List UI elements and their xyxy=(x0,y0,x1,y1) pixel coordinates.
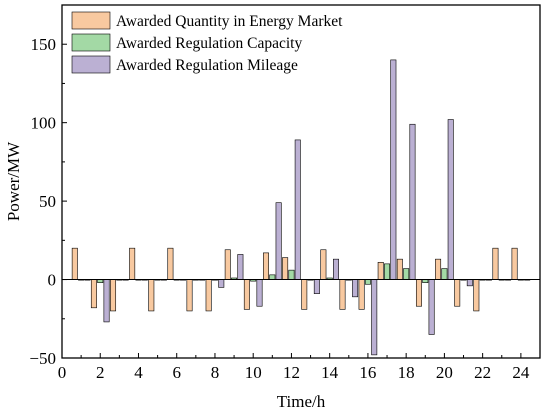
legend-label-1: Awarded Quantity in Energy Market xyxy=(116,13,343,30)
bar-s2-t18 xyxy=(403,268,410,280)
bar-s1-t21 xyxy=(454,279,461,307)
y-tick-label: 0 xyxy=(48,271,57,290)
x-tick-label: 4 xyxy=(134,363,143,382)
bars-layer xyxy=(71,59,531,356)
bar-s2-t11 xyxy=(269,274,276,280)
x-tick-label: 24 xyxy=(512,363,530,382)
legend-label-3: Awarded Regulation Mileage xyxy=(116,57,298,74)
legend-swatch-3 xyxy=(71,55,111,74)
bar-s3-t2 xyxy=(103,279,110,323)
bar-s3-t8 xyxy=(218,279,225,288)
bar-s3-t15 xyxy=(352,279,359,298)
x-tick-label: 12 xyxy=(283,363,300,382)
plot-frame xyxy=(61,4,541,359)
bar-s3-t21 xyxy=(466,279,473,287)
legend-swatch-1 xyxy=(71,11,111,30)
bar-s3-t18 xyxy=(409,123,416,280)
y-tick-label: −50 xyxy=(29,349,56,368)
bar-s1-t23 xyxy=(492,247,499,280)
bar-s3-t19 xyxy=(428,279,435,335)
bar-s1-t5 xyxy=(148,279,155,312)
bar-s1-t8 xyxy=(205,279,212,312)
bar-s1-t19 xyxy=(415,279,422,307)
y-tick-label: 100 xyxy=(31,114,57,133)
x-tick-label: 22 xyxy=(474,363,491,382)
bar-s3-t14 xyxy=(333,258,339,280)
bar-s2-t17 xyxy=(384,263,391,280)
legend-label-2: Awarded Regulation Capacity xyxy=(116,35,302,52)
x-tick-label: 14 xyxy=(321,363,339,382)
bar-s1-t6 xyxy=(167,247,174,280)
legend-swatch-2 xyxy=(71,33,111,52)
bar-s3-t12 xyxy=(294,139,301,280)
bar-s1-t22 xyxy=(473,279,480,312)
x-axis-title: Time/h xyxy=(277,392,326,411)
bar-s1-t3 xyxy=(110,279,117,312)
bar-s1-t12 xyxy=(282,257,289,280)
bar-s3-t16 xyxy=(371,279,378,356)
bar-s1-t10 xyxy=(243,279,250,310)
bar-s1-t7 xyxy=(186,279,193,312)
bar-s1-t24 xyxy=(511,247,518,280)
bar-s1-t11 xyxy=(263,252,269,280)
y-tick-label: 50 xyxy=(39,192,56,211)
bar-s1-t13 xyxy=(301,279,308,310)
bar-s3-t17 xyxy=(390,59,397,280)
bar-s1-t18 xyxy=(396,258,403,280)
bar-s3-t10 xyxy=(256,279,263,307)
x-tick-label: 10 xyxy=(245,363,262,382)
x-tick-label: 6 xyxy=(172,363,181,382)
bar-s3-t13 xyxy=(313,279,320,294)
bar-s1-t15 xyxy=(339,279,346,310)
bar-s1-t2 xyxy=(90,279,97,309)
bar-s3-t20 xyxy=(447,119,454,280)
bar-s1-t16 xyxy=(358,279,365,310)
bar-s3-t11 xyxy=(275,202,282,280)
bar-s1-t14 xyxy=(320,249,327,280)
bar-s1-t9 xyxy=(224,249,231,280)
y-tick-label: 150 xyxy=(31,35,57,54)
bar-s1-t1 xyxy=(71,247,78,280)
x-tick-label: 2 xyxy=(96,363,105,382)
x-tick-label: 16 xyxy=(359,363,376,382)
bar-s1-t4 xyxy=(129,247,136,280)
legend: Awarded Quantity in Energy Market Awarded… xyxy=(71,11,343,74)
y-axis-title: Power/MW xyxy=(4,141,23,221)
x-tick-label: 8 xyxy=(211,363,220,382)
x-tick-label: 20 xyxy=(436,363,453,382)
x-tick-label: 18 xyxy=(398,363,415,382)
bar-s2-t12 xyxy=(288,269,295,280)
bar-s1-t17 xyxy=(377,261,384,280)
x-tick-label: 0 xyxy=(58,363,67,382)
bar-s1-t20 xyxy=(435,258,442,280)
bar-s2-t16 xyxy=(364,279,371,285)
bar-s2-t20 xyxy=(441,268,448,280)
bar-s3-t9 xyxy=(237,254,244,280)
